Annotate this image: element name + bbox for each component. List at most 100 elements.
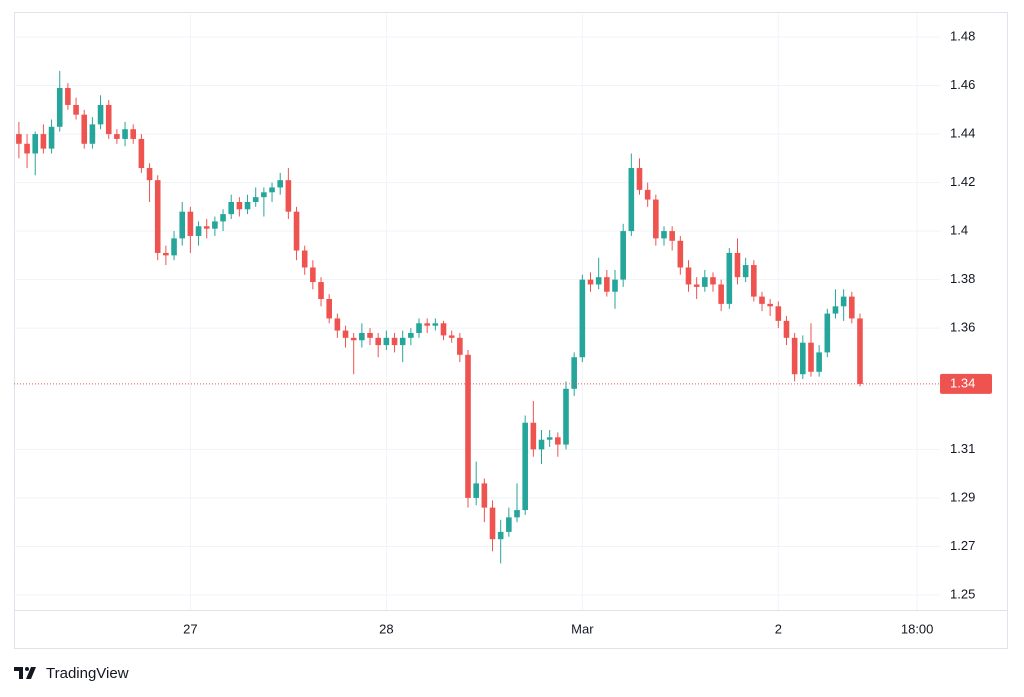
candle-body: [546, 437, 553, 440]
candle-body: [56, 87, 63, 127]
candle-body: [849, 296, 855, 319]
candle-body: [661, 231, 667, 239]
candle-body: [334, 318, 341, 331]
y-tick-label: 1.27: [950, 538, 975, 553]
candle-body: [497, 531, 504, 540]
last-price-badge: [940, 373, 992, 394]
candle-body: [628, 168, 635, 232]
candle-body: [367, 332, 373, 338]
candle-body: [40, 134, 47, 149]
candle-body: [24, 143, 30, 154]
candle-body: [759, 296, 765, 304]
brand-logo: TradingView: [14, 665, 129, 682]
candle-body: [285, 180, 292, 212]
candle-body: [203, 226, 210, 229]
candle-body: [179, 211, 186, 239]
candle-body: [514, 510, 520, 518]
y-tick-label: 1.44: [950, 126, 975, 141]
candle-body: [620, 231, 626, 280]
candle-body: [653, 199, 659, 239]
y-tick-label: 1.4: [950, 223, 968, 238]
candle-body: [816, 352, 822, 372]
candle-body: [277, 180, 284, 188]
candle-body: [89, 124, 96, 144]
candle-body: [32, 134, 39, 154]
candle-body: [383, 337, 390, 346]
candle-body: [489, 507, 496, 540]
candle-body: [506, 517, 512, 532]
candle-body: [105, 104, 112, 135]
candle-body: [138, 138, 145, 169]
candle-body: [587, 279, 594, 285]
candle-body: [212, 221, 218, 229]
candle-body: [440, 323, 447, 336]
candle-body: [840, 296, 847, 307]
candle-body: [465, 354, 471, 498]
candle-body: [636, 168, 643, 190]
candle-body: [16, 134, 22, 144]
candle-body: [293, 211, 300, 251]
candle-body: [669, 231, 675, 241]
candle-body: [432, 323, 439, 326]
candle-body: [800, 342, 806, 375]
candle-body: [457, 337, 463, 355]
candle-body: [710, 277, 716, 285]
x-tick-label: Mar: [571, 621, 594, 636]
candle-body: [783, 320, 790, 338]
x-tick-label: 28: [379, 621, 393, 636]
candle-body: [726, 252, 733, 304]
candle-body: [399, 337, 406, 346]
candle-body: [65, 87, 71, 105]
candle-body: [424, 323, 430, 326]
candle-body: [195, 226, 202, 236]
candle-body: [751, 265, 757, 297]
candle-body: [310, 267, 316, 283]
y-tick-label: 1.29: [950, 489, 975, 504]
candle-body: [530, 422, 537, 450]
candle-body: [154, 180, 161, 253]
y-tick-label: 1.31: [950, 441, 975, 456]
y-tick-label: 1.42: [950, 174, 975, 189]
x-tick-label: 27: [183, 621, 197, 636]
logo-shape: [26, 667, 36, 679]
x-tick-label: 18:00: [901, 621, 934, 636]
candle-body: [187, 211, 194, 236]
candle-body: [261, 192, 267, 198]
candle-body: [81, 114, 88, 144]
candle-body: [416, 323, 422, 333]
candle-body: [742, 265, 749, 278]
candle-body: [350, 337, 357, 341]
candle-body: [579, 279, 586, 358]
candle-body: [163, 252, 169, 256]
brand-name: TradingView: [46, 665, 129, 682]
candle-body: [595, 277, 602, 285]
candle-body: [775, 306, 782, 321]
candle-body: [791, 337, 798, 375]
candle-body: [555, 437, 561, 445]
last-price-label: 1.34: [950, 375, 975, 390]
candle-body: [538, 439, 545, 450]
candle-body: [685, 267, 692, 285]
candle-body: [693, 284, 700, 287]
x-tick-label: 2: [775, 621, 782, 636]
candle-body: [767, 303, 773, 307]
candle-body: [269, 187, 275, 193]
candle-body: [857, 318, 863, 384]
y-tick-label: 1.25: [950, 586, 975, 601]
candle-body: [326, 299, 332, 319]
candle-body: [677, 240, 684, 268]
candle-body: [375, 337, 381, 346]
y-tick-label: 1.36: [950, 320, 975, 335]
y-tick-label: 1.46: [950, 77, 975, 92]
candle-body: [122, 129, 128, 139]
candle-body: [448, 335, 455, 338]
y-tick-label: 1.48: [950, 28, 975, 43]
candle-body: [832, 306, 839, 314]
candle-body: [734, 252, 741, 278]
candle-body: [130, 129, 137, 139]
candle-body: [481, 483, 488, 508]
candle-body: [252, 197, 259, 202]
candle-body: [473, 483, 479, 498]
candle-body: [612, 279, 618, 292]
